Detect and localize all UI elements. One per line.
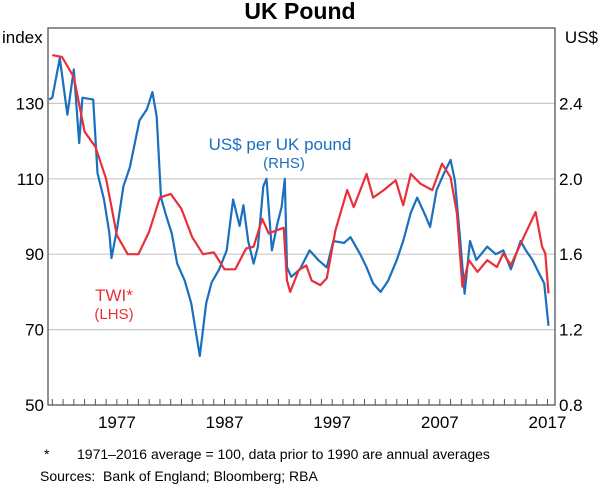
footnote-text: 1971–2016 average = 100, data prior to 1… xyxy=(77,446,490,462)
usd-per-pound-line xyxy=(48,57,550,358)
right-axis-tick-label: 1.2 xyxy=(559,321,583,340)
right-axis-unit: US$ xyxy=(565,28,599,47)
x-axis-tick-label: 1977 xyxy=(98,413,136,432)
left-axis-tick-label: 70 xyxy=(25,321,44,340)
left-axis-unit: index xyxy=(2,28,43,47)
right-axis-tick-label: 2.4 xyxy=(559,94,583,113)
usd-series-label: US$ per UK pound xyxy=(209,135,352,154)
chart-title: UK Pound xyxy=(244,0,355,24)
twi-line xyxy=(52,54,550,294)
plot-frame xyxy=(47,27,556,406)
twi-series-axis-label: (LHS) xyxy=(94,306,133,323)
left-axis-tick-label: 130 xyxy=(16,94,44,113)
sources-text: Sources: Bank of England; Bloomberg; RBA xyxy=(40,468,318,484)
x-axis-tick-label: 1997 xyxy=(313,413,351,432)
right-axis-tick-label: 1.6 xyxy=(559,245,583,264)
footnote-marker: * xyxy=(44,446,50,462)
twi-series-label: TWI* xyxy=(95,286,133,305)
axis-ticks: 50 0.8 70 1.2 90 1.6 110 2.0 130 2.4 1977 1987 1997 2… xyxy=(16,94,583,432)
right-axis-tick-label: 2.0 xyxy=(559,170,583,189)
left-axis-tick-label: 50 xyxy=(25,396,44,415)
series-lines xyxy=(48,54,550,358)
usd-series-axis-label: (RHS) xyxy=(263,155,305,172)
right-axis-tick-label: 0.8 xyxy=(559,396,583,415)
left-axis-tick-label: 110 xyxy=(17,170,44,189)
x-axis-tick-label: 2007 xyxy=(421,413,459,432)
x-axis-tick-label: 1987 xyxy=(206,413,244,432)
x-axis-tick-label: 2017 xyxy=(529,413,567,432)
left-axis-tick-label: 90 xyxy=(25,245,44,264)
